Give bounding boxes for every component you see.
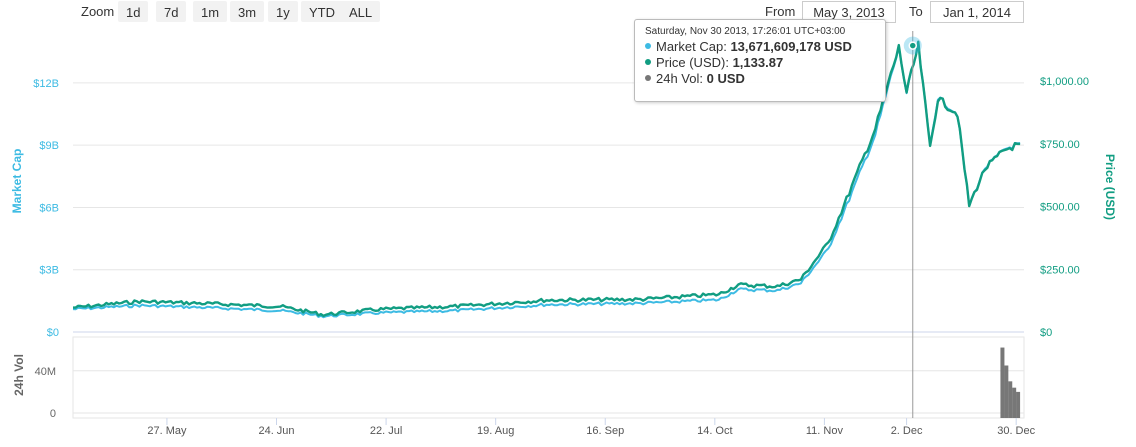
left-y-tick-label: $12B bbox=[33, 78, 59, 90]
series-layer bbox=[72, 40, 1021, 418]
tooltip-label: Price (USD) bbox=[656, 55, 726, 70]
x-tick-label: 30. Dec bbox=[997, 425, 1035, 437]
x-axis: 27. May 24. Jun 22. Jul 19. Aug 16. Sep 14. O… bbox=[147, 418, 1036, 437]
axis-titles: Market Cap Price (USD) 24h Vol bbox=[10, 149, 1117, 396]
grid-lines bbox=[72, 82, 1025, 419]
right-y-axis: $0 $250.00 $500.00 $750.00 $1,000.00 bbox=[1040, 76, 1089, 339]
tooltip-label: Market Cap bbox=[656, 39, 724, 54]
zoom-1d-button[interactable]: 1d bbox=[118, 1, 149, 22]
tooltip-row-price: Price (USD): 1,133.87 bbox=[645, 55, 875, 71]
volume-dot-icon bbox=[645, 75, 651, 81]
right-axis-title: Price (USD) bbox=[1103, 154, 1117, 220]
tooltip-value: 0 USD bbox=[706, 71, 745, 86]
volume-pane-frame bbox=[72, 336, 1025, 419]
tooltip-date: Saturday, Nov 30 2013, 17:26:01 UTC+03:0… bbox=[645, 26, 846, 37]
right-y-tick-label: $0 bbox=[1040, 327, 1052, 339]
zoom-7d-button[interactable]: 7d bbox=[156, 1, 187, 22]
right-y-tick-label: $500.00 bbox=[1040, 202, 1080, 214]
volume-axis-title: 24h Vol bbox=[12, 354, 26, 396]
left-y-tick-label: $9B bbox=[39, 140, 59, 152]
x-tick-label: 22. Jul bbox=[370, 425, 402, 437]
from-label: From bbox=[765, 4, 796, 19]
price-line bbox=[73, 40, 1021, 318]
tooltip-row-volume: 24h Vol: 0 USD bbox=[645, 71, 875, 87]
tooltip-value: 13,671,609,178 USD bbox=[730, 39, 852, 54]
zoom-3m-button[interactable]: 3m bbox=[230, 1, 265, 22]
market-cap-dot-icon bbox=[645, 43, 651, 49]
tooltip-value: 1,133.87 bbox=[732, 55, 784, 70]
to-date-input[interactable] bbox=[930, 1, 1024, 23]
x-tick-label: 19. Aug bbox=[477, 425, 514, 437]
x-tick-label: 24. Jun bbox=[258, 425, 294, 437]
hover-layer bbox=[903, 31, 922, 418]
left-y-tick-label: $3B bbox=[39, 265, 59, 277]
range-selector-toolbar: Zoom 1d 7d 1m 3m 1y YTD ALL From To bbox=[0, 0, 1136, 26]
volume-bar bbox=[1008, 381, 1013, 418]
zoom-1y-button[interactable]: 1y bbox=[268, 1, 298, 22]
zoom-all-button[interactable]: ALL bbox=[341, 1, 381, 22]
hover-tooltip: Saturday, Nov 30 2013, 17:26:01 UTC+03:0… bbox=[634, 19, 886, 102]
zoom-label: Zoom bbox=[81, 4, 115, 19]
x-tick-label: 14. Oct bbox=[697, 425, 732, 437]
volume-y-tick-label: 0 bbox=[50, 408, 56, 420]
volume-bar bbox=[1016, 391, 1021, 418]
price-dot-icon bbox=[645, 59, 651, 65]
zoom-ytd-button[interactable]: YTD bbox=[301, 1, 343, 22]
to-label: To bbox=[909, 4, 923, 19]
volume-y-tick-label: 40M bbox=[35, 366, 56, 378]
left-y-tick-label: $6B bbox=[39, 202, 59, 214]
left-y-axis: $0 $3B $6B $9B $12B bbox=[33, 78, 59, 339]
volume-y-axis: 0 40M bbox=[35, 366, 56, 420]
market-cap-line bbox=[72, 41, 1021, 319]
volume-bar bbox=[1004, 365, 1009, 418]
tooltip-label: 24h Vol bbox=[656, 71, 700, 86]
x-tick-label: 27. May bbox=[147, 425, 187, 437]
volume-bar bbox=[1000, 347, 1005, 418]
right-y-tick-label: $1,000.00 bbox=[1040, 76, 1089, 88]
volume-bar bbox=[1012, 387, 1017, 418]
tooltip-row-market-cap: Market Cap: 13,671,609,178 USD bbox=[645, 39, 875, 55]
left-axis-title: Market Cap bbox=[10, 149, 24, 214]
from-date-input[interactable] bbox=[802, 1, 896, 23]
right-y-tick-label: $750.00 bbox=[1040, 139, 1080, 151]
zoom-1m-button[interactable]: 1m bbox=[193, 1, 228, 22]
right-y-tick-label: $250.00 bbox=[1040, 264, 1080, 276]
x-tick-label: 11. Nov bbox=[806, 425, 844, 437]
x-tick-label: 16. Sep bbox=[586, 425, 624, 437]
x-tick-label: 2. Dec bbox=[891, 425, 923, 437]
left-y-tick-label: $0 bbox=[47, 327, 59, 339]
hover-marker bbox=[908, 41, 918, 50]
